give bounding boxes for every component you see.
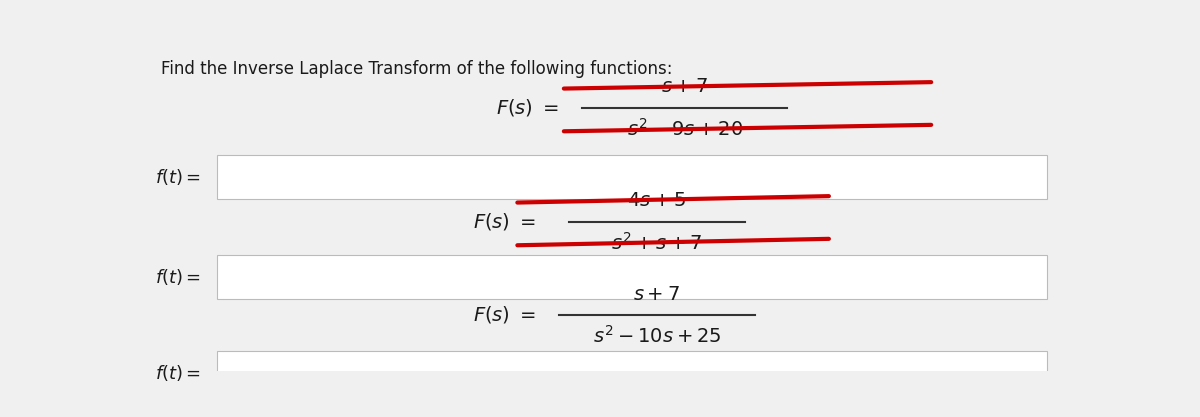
Text: $s + 7$: $s + 7$ [661, 78, 708, 96]
FancyBboxPatch shape [217, 351, 1048, 395]
Text: Find the Inverse Laplace Transform of the following functions:: Find the Inverse Laplace Transform of th… [161, 60, 673, 78]
Text: $4s + 5$: $4s + 5$ [628, 191, 686, 211]
Text: $s + 7$: $s + 7$ [634, 284, 680, 304]
Text: $s^2 + s + 7$: $s^2 + s + 7$ [611, 232, 702, 254]
Text: $F(s)$ $=$: $F(s)$ $=$ [473, 211, 536, 232]
Text: $s^2 - 9s + 20$: $s^2 - 9s + 20$ [626, 118, 743, 140]
FancyBboxPatch shape [217, 254, 1048, 299]
Text: $F(s)$ $=$: $F(s)$ $=$ [497, 97, 559, 118]
Text: $f(t) =$: $f(t) =$ [155, 363, 202, 383]
FancyBboxPatch shape [217, 155, 1048, 199]
Text: $s^2 - 10s + 25$: $s^2 - 10s + 25$ [593, 325, 721, 347]
Text: $F(s)$ $=$: $F(s)$ $=$ [473, 304, 536, 325]
Text: $f(t) =$: $f(t) =$ [155, 167, 202, 187]
Text: $f(t) =$: $f(t) =$ [155, 267, 202, 287]
